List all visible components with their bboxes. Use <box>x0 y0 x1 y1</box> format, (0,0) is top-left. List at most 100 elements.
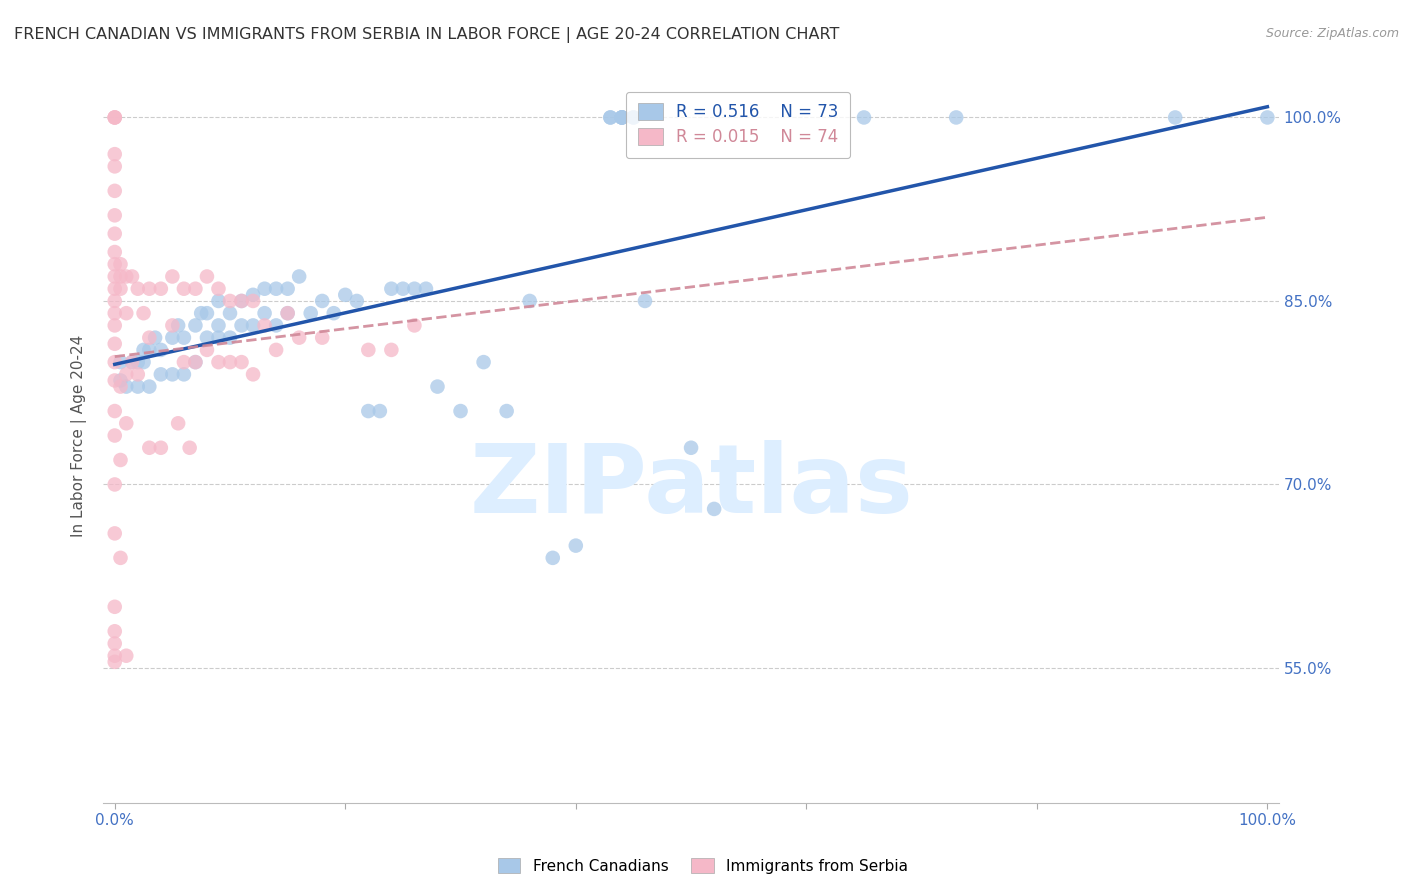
Point <box>104 245 127 260</box>
Point <box>110 453 132 467</box>
Point <box>121 355 143 369</box>
Point <box>610 111 633 125</box>
Point <box>138 379 160 393</box>
Point <box>346 293 368 308</box>
Point <box>104 306 127 320</box>
Point <box>162 318 184 333</box>
Point <box>219 293 242 308</box>
Point <box>231 293 253 308</box>
Point <box>104 111 127 125</box>
Point <box>104 526 127 541</box>
Point <box>392 282 415 296</box>
Point <box>121 355 143 369</box>
Point <box>121 269 143 284</box>
Point <box>104 227 127 241</box>
Point <box>1256 111 1278 125</box>
Point <box>207 282 229 296</box>
Point <box>104 648 127 663</box>
Point <box>195 331 218 345</box>
Point <box>219 306 242 320</box>
Point <box>311 331 333 345</box>
Point <box>495 404 517 418</box>
Point <box>219 355 242 369</box>
Point <box>104 655 127 669</box>
Point <box>143 331 166 345</box>
Point <box>184 355 207 369</box>
Point <box>167 318 190 333</box>
Point <box>184 355 207 369</box>
Point <box>127 282 149 296</box>
Point <box>104 318 127 333</box>
Point <box>104 477 127 491</box>
Point <box>231 355 253 369</box>
Point <box>115 306 138 320</box>
Point <box>450 404 472 418</box>
Point <box>610 111 633 125</box>
Point <box>322 306 344 320</box>
Point <box>634 293 657 308</box>
Point <box>357 343 380 357</box>
Point <box>179 441 201 455</box>
Point <box>264 343 287 357</box>
Point <box>541 550 564 565</box>
Point <box>472 355 495 369</box>
Point <box>380 343 402 357</box>
Point <box>207 293 229 308</box>
Point <box>195 269 218 284</box>
Point <box>110 550 132 565</box>
Point <box>104 147 127 161</box>
Point <box>173 331 195 345</box>
Point <box>173 282 195 296</box>
Point <box>115 417 138 431</box>
Point <box>288 269 311 284</box>
Point <box>184 318 207 333</box>
Point <box>173 368 195 382</box>
Point <box>219 331 242 345</box>
Point <box>264 282 287 296</box>
Legend: R = 0.516    N = 73, R = 0.015    N = 74: R = 0.516 N = 73, R = 0.015 N = 74 <box>626 92 851 158</box>
Point <box>104 184 127 198</box>
Point <box>127 379 149 393</box>
Point <box>132 343 155 357</box>
Point <box>368 404 391 418</box>
Point <box>277 282 299 296</box>
Point <box>104 355 127 369</box>
Point <box>242 288 264 302</box>
Point <box>149 368 172 382</box>
Point <box>115 368 138 382</box>
Point <box>380 282 402 296</box>
Point <box>104 336 127 351</box>
Point <box>104 293 127 308</box>
Point <box>110 269 132 284</box>
Point <box>138 282 160 296</box>
Point <box>167 417 190 431</box>
Point <box>852 111 875 125</box>
Point <box>207 318 229 333</box>
Point <box>104 599 127 614</box>
Point <box>610 111 633 125</box>
Point <box>104 257 127 271</box>
Point <box>299 306 322 320</box>
Point <box>104 404 127 418</box>
Point <box>184 282 207 296</box>
Text: FRENCH CANADIAN VS IMMIGRANTS FROM SERBIA IN LABOR FORCE | AGE 20-24 CORRELATION: FRENCH CANADIAN VS IMMIGRANTS FROM SERBI… <box>14 27 839 43</box>
Point <box>253 306 276 320</box>
Point <box>231 293 253 308</box>
Point <box>231 318 253 333</box>
Point <box>195 343 218 357</box>
Legend: French Canadians, Immigrants from Serbia: French Canadians, Immigrants from Serbia <box>492 852 914 880</box>
Point <box>623 111 645 125</box>
Point <box>207 331 229 345</box>
Point <box>104 374 127 388</box>
Point <box>599 111 621 125</box>
Point <box>253 282 276 296</box>
Point <box>404 318 426 333</box>
Point <box>565 539 588 553</box>
Point <box>415 282 437 296</box>
Point <box>104 282 127 296</box>
Point <box>681 441 703 455</box>
Y-axis label: In Labor Force | Age 20-24: In Labor Force | Age 20-24 <box>72 334 87 537</box>
Point <box>162 368 184 382</box>
Point <box>138 331 160 345</box>
Point <box>104 111 127 125</box>
